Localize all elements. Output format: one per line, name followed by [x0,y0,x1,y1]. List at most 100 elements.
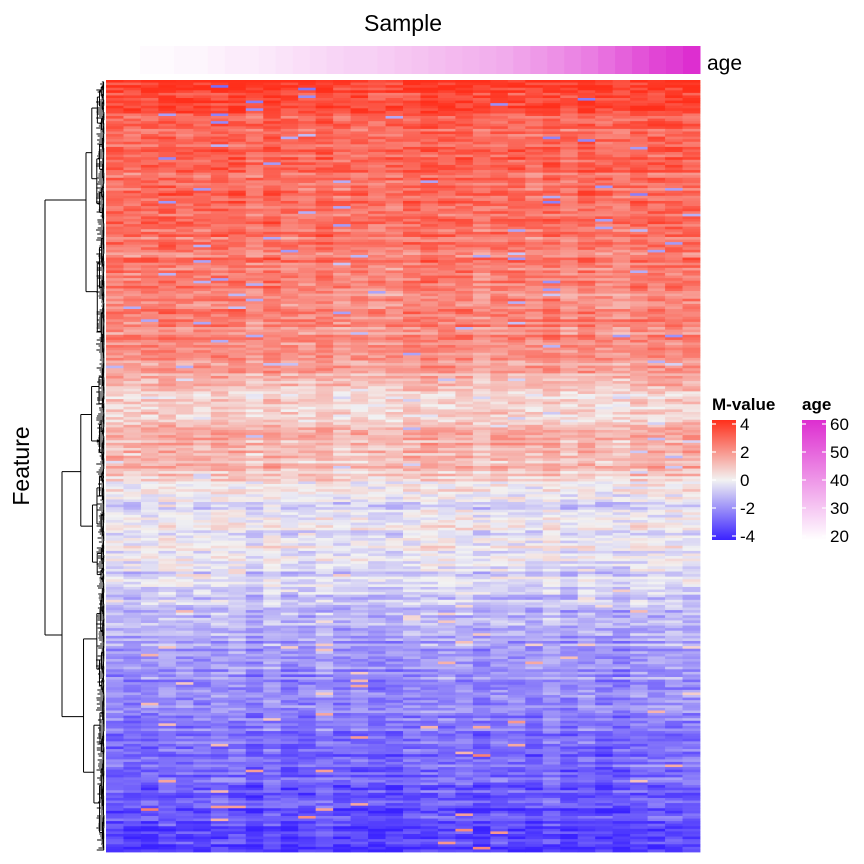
heatmap-cell [630,87,648,91]
heatmap-cell [385,337,404,341]
heatmap-cell [228,278,247,282]
heatmap-cell [315,98,334,101]
heatmap-cell [595,260,614,264]
heatmap-cell [612,141,631,145]
heatmap-cell [403,164,421,168]
heatmap-cell [647,175,666,179]
age-annotation-cell [462,46,480,74]
heatmap-cell [560,327,579,331]
heatmap-cell [560,146,579,150]
heatmap-cell [350,278,369,282]
heatmap-cell [525,311,544,315]
heatmap-cell [560,260,579,264]
heatmap-cell [420,275,439,279]
heatmap-cell [368,95,386,99]
heatmap-cell [333,146,351,150]
heatmap-cell [577,206,596,210]
heatmap-cell [315,157,334,161]
heatmap-cell [280,334,299,338]
heatmap-cell [507,105,526,109]
heatmap-cell [420,327,439,331]
heatmap-cell [175,95,194,99]
heatmap-cell [175,128,194,132]
age-annotation-cell [343,46,362,74]
heatmap-cell [665,239,683,243]
heatmap-cell [437,157,456,161]
heatmap-cell [437,126,456,130]
heatmap-cell [385,234,404,238]
heatmap-cell [245,113,264,117]
heatmap-cell [175,242,194,246]
heatmap-cell [298,123,317,127]
heatmap-cell [263,327,282,331]
heatmap-cell [106,234,124,238]
heatmap-cell [612,329,631,333]
heatmap-cell [577,314,596,318]
heatmap-cell [420,200,439,204]
heatmap-cell [560,195,579,199]
heatmap-cell [280,113,299,117]
heatmap-cell [315,159,334,163]
heatmap-cell [525,285,544,289]
heatmap-cell [665,113,683,117]
heatmap-cell [507,118,526,122]
heatmap-cell [507,314,526,318]
heatmap-cell [577,134,596,138]
heatmap-cell [630,211,648,215]
heatmap-cell [525,159,544,163]
heatmap-cell [350,221,369,225]
heatmap-cell [315,144,334,148]
heatmap-cell [630,332,648,336]
heatmap-cell [665,167,683,171]
heatmap-cell [612,239,631,243]
heatmap-cell [368,170,386,174]
heatmap-cell [298,213,317,217]
heatmap-cell [595,254,614,258]
heatmap-cell [140,152,159,156]
heatmap-cell [385,280,404,284]
heatmap-cell [665,208,683,212]
heatmap-cell [630,316,648,320]
heatmap-cell [245,126,264,130]
heatmap-cell [490,180,509,184]
heatmap-cell [455,98,474,101]
heatmap-cell [437,159,456,163]
heatmap-cell [665,144,683,148]
heatmap-cell [490,182,509,186]
heatmap-cell [420,105,439,109]
heatmap-cell [210,162,229,166]
heatmap-cell [403,288,421,292]
heatmap-cell [245,195,264,199]
heatmap-cell [228,85,247,89]
heatmap-cell [350,226,369,230]
heatmap-cell [193,80,212,83]
heatmap-cell [682,231,701,235]
heatmap-cell [140,141,159,145]
heatmap-cell [437,242,456,246]
heatmap-cell [595,146,614,150]
heatmap-cell [612,105,631,109]
heatmap-cell [577,236,596,240]
heatmap-cell [106,316,124,320]
heatmap-cell [420,288,439,292]
heatmap-cell [577,87,596,91]
heatmap-cell [612,216,631,220]
heatmap-cell [385,175,404,179]
heatmap-cell [647,321,666,325]
heatmap-cell [210,123,229,127]
heatmap-cell [298,229,317,233]
heatmap-cell [647,80,666,83]
heatmap-cell [245,301,264,305]
heatmap-cell [542,291,561,294]
heatmap-cell [420,278,439,282]
heatmap-cell [665,334,683,338]
heatmap-cell [175,291,194,294]
heatmap-cell [175,103,194,107]
heatmap-cell [595,82,614,86]
heatmap-cell [437,180,456,184]
heatmap-cell [123,329,142,333]
heatmap-cell [315,100,334,104]
heatmap-cell [525,249,544,253]
heatmap-cell [560,108,579,112]
heatmap-cell [612,275,631,279]
